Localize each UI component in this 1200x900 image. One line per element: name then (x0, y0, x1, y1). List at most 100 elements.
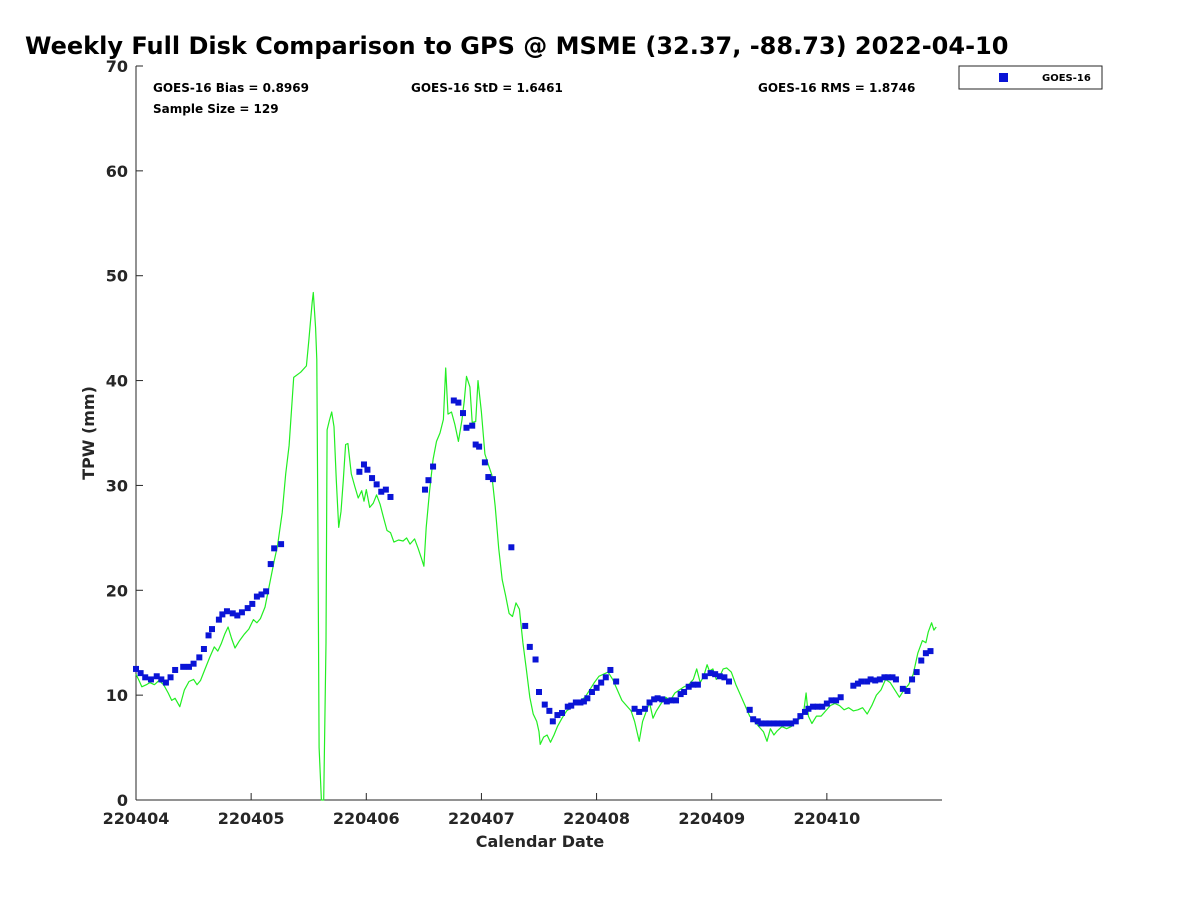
goes-data-point (681, 688, 688, 695)
y-tick-label: 50 (106, 267, 128, 286)
goes-data-point (823, 700, 830, 707)
goes-data-point (899, 685, 906, 692)
goes-data-point (598, 679, 605, 686)
goes-series (133, 397, 934, 727)
goes-data-point (927, 648, 934, 655)
goes-data-point (904, 687, 911, 694)
y-axis-ticks: 0 10 20 30 40 50 60 70 (106, 57, 143, 810)
legend-box (958, 65, 1103, 90)
goes-data-point (481, 459, 488, 466)
goes-data-point (805, 705, 812, 712)
goes-data-point (278, 541, 285, 548)
goes-data-point (746, 706, 753, 713)
goes-data-point (716, 673, 723, 680)
goes-data-point (455, 399, 462, 406)
y-axis-label: TPW (mm) (79, 386, 98, 480)
goes-data-point (244, 605, 251, 612)
goes-data-point (137, 670, 144, 677)
goes-data-point (378, 488, 385, 495)
goes-data-point (549, 718, 556, 725)
x-tick-label: 220409 (678, 809, 745, 828)
goes-data-point (508, 544, 515, 551)
goes-data-point (872, 677, 879, 684)
goes-data-point (360, 461, 367, 468)
goes-data-point (707, 670, 714, 677)
goes-data-point (541, 701, 548, 708)
goes-data-point (850, 682, 857, 689)
goes-data-point (425, 477, 432, 484)
goes-data-point (522, 622, 529, 629)
std-stat: GOES-16 StD = 1.6461 (411, 81, 563, 95)
y-tick-label: 20 (106, 581, 128, 600)
x-tick-label: 220405 (218, 809, 285, 828)
goes-data-point (701, 673, 708, 680)
goes-data-point (892, 676, 899, 683)
goes-data-point (229, 610, 236, 617)
goes-data-point (200, 646, 207, 653)
goes-data-point (889, 674, 896, 681)
legend-marker-goes (999, 73, 1008, 82)
goes-data-point (909, 676, 916, 683)
goes-data-point (580, 698, 587, 705)
goes-data-point (387, 493, 394, 500)
x-tick-label: 220407 (448, 809, 515, 828)
goes-data-point (766, 720, 773, 727)
goes-data-point (485, 474, 492, 481)
goes-data-point (797, 713, 804, 720)
goes-data-point (568, 702, 575, 709)
goes-data-point (810, 703, 817, 710)
goes-data-point (234, 612, 241, 619)
legend-label-goes: GOES-16 (1042, 73, 1091, 84)
goes-data-point (584, 695, 591, 702)
goes-data-point (864, 678, 871, 685)
goes-data-point (685, 683, 692, 690)
goes-data-point (223, 608, 230, 615)
goes-data-point (659, 696, 666, 703)
goes-data-point (364, 466, 371, 473)
goes-data-point (133, 665, 139, 672)
goes-data-point (636, 708, 643, 715)
goes-data-point (158, 676, 165, 683)
goes-data-point (876, 676, 883, 683)
x-tick-label: 220408 (563, 809, 630, 828)
y-tick-label: 40 (106, 372, 128, 391)
goes-data-point (651, 696, 658, 703)
goes-data-point (546, 707, 553, 714)
plot-frame (135, 66, 942, 801)
goes-data-point (819, 703, 826, 710)
goes-data-point (147, 676, 154, 683)
goes-data-point (712, 671, 719, 678)
goes-data-point (694, 681, 701, 688)
goes-data-point (196, 654, 203, 661)
goes-data-point (219, 611, 226, 618)
goes-data-point (725, 678, 732, 685)
goes-data-point (564, 703, 571, 710)
goes-data-point (593, 684, 600, 691)
goes-data-point (382, 486, 389, 493)
x-tick-label: 220406 (333, 809, 400, 828)
goes-data-point (450, 397, 457, 404)
x-tick-label: 220410 (793, 809, 860, 828)
goes-data-point (249, 600, 256, 607)
goes-data-point (881, 674, 888, 681)
goes-data-point (253, 593, 260, 600)
x-axis-label: Calendar Date (476, 832, 605, 851)
x-axis-ticks: 220404 220405 220406 220407 220408 220409 2204… (103, 793, 860, 828)
goes-data-point (646, 699, 653, 706)
goes-data-point (663, 698, 670, 705)
goes-data-point (238, 609, 245, 616)
goes-data-point (588, 688, 595, 695)
goes-data-point (472, 441, 479, 448)
goes-data-point (263, 588, 270, 595)
goes-data-point (613, 678, 620, 685)
goes-data-point (463, 424, 470, 431)
y-tick-label: 30 (106, 476, 128, 495)
goes-data-point (172, 666, 179, 673)
y-tick-label: 60 (106, 162, 128, 181)
goes-data-point (783, 720, 790, 727)
goes-data-point (469, 422, 476, 429)
goes-data-point (641, 705, 648, 712)
goes-data-point (833, 697, 840, 704)
goes-data-point (422, 486, 429, 493)
